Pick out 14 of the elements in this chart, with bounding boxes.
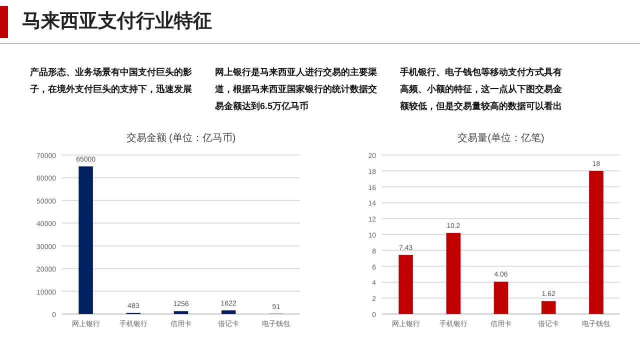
text: 马来西亚支付行业特征	[22, 10, 212, 34]
bar	[446, 232, 461, 314]
text: 产品形态、业务场景有中国支付巨头的影子，在境外支付巨头的支持下，迅速发展	[30, 66, 193, 96]
bar	[398, 254, 413, 314]
chart-title: 交易金额 (单位：亿马币)	[126, 132, 236, 144]
text: 网上银行是马来西亚人进行交易的主要渠道，根据马来西亚国家银行的统计数据交易金额达到6.5万亿马币	[215, 66, 378, 113]
bar	[78, 166, 93, 314]
bar	[494, 282, 508, 314]
chart-title: 交易量(单位：亿笔)	[458, 132, 544, 144]
bar	[221, 310, 236, 314]
text: 手机银行、电子钱包等移动支付方式具有高频、小额的特征，这一点从下图交易金额较低，但是交易量较高的数据可以看出	[400, 66, 563, 113]
bar	[541, 301, 556, 314]
bar	[174, 311, 188, 314]
bar	[589, 170, 604, 314]
